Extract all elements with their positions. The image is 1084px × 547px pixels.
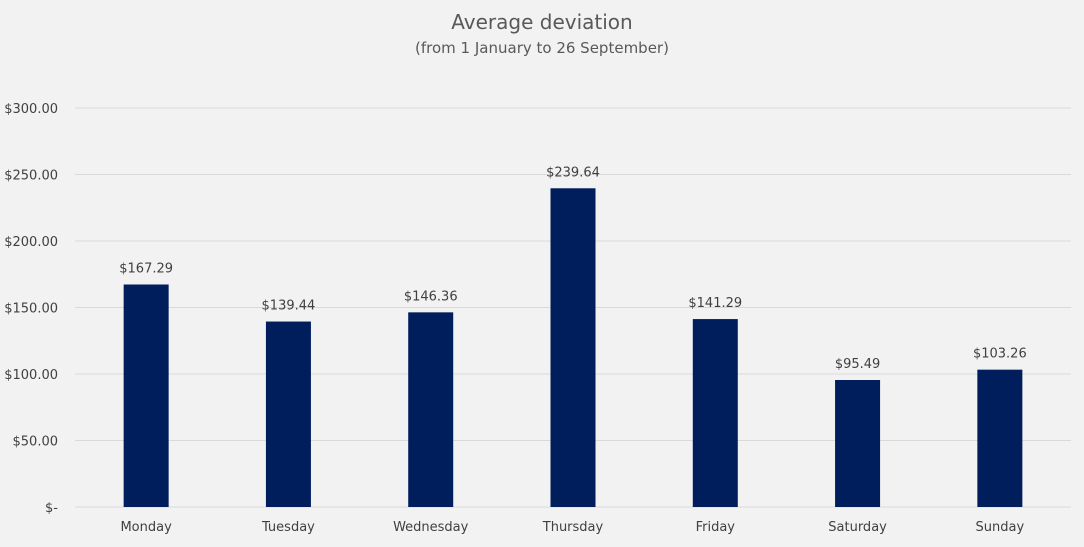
x-tick-label: Monday: [120, 520, 172, 535]
bar-saturday: [835, 379, 881, 507]
y-tick-label: $300.00: [4, 102, 58, 117]
data-label: $239.64: [546, 165, 600, 180]
y-tick-label: $100.00: [4, 368, 58, 383]
bar-thursday: [550, 188, 596, 507]
x-tick-label: Thursday: [542, 520, 604, 535]
data-label: $103.26: [973, 347, 1027, 362]
bar-monday: [123, 284, 169, 507]
chart-subtitle: (from 1 January to 26 September): [415, 39, 669, 57]
x-tick-label: Wednesday: [393, 520, 469, 535]
x-tick-label: Friday: [696, 520, 736, 535]
y-tick-label: $250.00: [4, 169, 58, 184]
bar-sunday: [977, 369, 1023, 507]
x-tick-label: Saturday: [828, 520, 887, 535]
data-label: $141.29: [688, 296, 742, 311]
bar-tuesday: [265, 321, 311, 507]
chart-title: Average deviation: [451, 10, 633, 34]
bar-friday: [692, 319, 738, 507]
bar-wednesday: [408, 312, 454, 507]
x-tick-label: Tuesday: [261, 520, 315, 535]
data-label: $139.44: [262, 299, 316, 314]
x-tick-label: Sunday: [976, 520, 1025, 535]
y-tick-label: $200.00: [4, 235, 58, 250]
y-tick-label: $-: [45, 501, 58, 516]
data-label: $95.49: [835, 357, 881, 372]
y-tick-label: $50.00: [13, 435, 59, 450]
data-label: $167.29: [119, 262, 173, 277]
data-label: $146.36: [404, 289, 458, 304]
y-tick-label: $150.00: [4, 302, 58, 317]
